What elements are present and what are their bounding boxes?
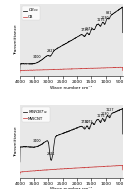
Text: 1030: 1030 (100, 112, 109, 122)
MWCNT (120, 164, 122, 167)
Line: $CB_{ox}$: $CB_{ox}$ (20, 7, 123, 70)
$CB_{ox}$ (120, 7, 122, 9)
CB (19, 72, 21, 74)
CB (119, 66, 121, 68)
$MWCNT_{ox}$ (19, 161, 21, 163)
Legend: $CB_{ox}$, CB: $CB_{ox}$, CB (22, 6, 40, 20)
$CB_{ox}$ (63, 43, 64, 46)
Text: 1730: 1730 (80, 120, 89, 129)
CB (120, 66, 122, 69)
MWCNT (63, 168, 64, 170)
MWCNT (109, 165, 110, 167)
$MWCNT_{ox}$ (122, 133, 124, 135)
X-axis label: Wave number cm⁻¹: Wave number cm⁻¹ (50, 187, 92, 189)
Line: $MWCNT_{ox}$: $MWCNT_{ox}$ (20, 108, 123, 162)
$MWCNT_{ox}$ (59, 134, 60, 136)
$MWCNT_{ox}$ (109, 116, 110, 119)
Text: 1573: 1573 (85, 26, 93, 35)
CB (122, 69, 124, 72)
Text: 881: 881 (106, 11, 112, 19)
$CB_{ox}$ (59, 46, 60, 48)
Y-axis label: Transmittance: Transmittance (14, 25, 18, 55)
$MWCNT_{ox}$ (122, 107, 123, 110)
$MWCNT_{ox}$ (120, 108, 122, 111)
CB (109, 67, 110, 69)
$CB_{ox}$ (109, 17, 110, 19)
Text: 3400: 3400 (33, 139, 41, 147)
Text: 1175: 1175 (96, 18, 105, 26)
MWCNT (59, 168, 60, 170)
Line: CB: CB (20, 67, 123, 73)
Text: 1175: 1175 (96, 114, 105, 123)
MWCNT (31, 170, 32, 172)
Text: 1573: 1573 (85, 120, 93, 129)
Text: 1030: 1030 (100, 16, 109, 24)
$CB_{ox}$ (19, 68, 21, 71)
Text: 3400: 3400 (33, 55, 41, 63)
X-axis label: Wave number cm⁻¹: Wave number cm⁻¹ (50, 85, 92, 90)
MWCNT (121, 164, 123, 167)
MWCNT (37, 169, 38, 172)
$MWCNT_{ox}$ (31, 146, 32, 148)
Text: 2921: 2921 (46, 49, 55, 56)
$CB_{ox}$ (37, 61, 38, 64)
Text: 2921: 2921 (46, 152, 55, 159)
MWCNT (19, 173, 21, 176)
Text: 1127: 1127 (105, 108, 114, 118)
CB (37, 69, 38, 71)
Legend: $MWCNT_{ox}$, MWCNT: $MWCNT_{ox}$, MWCNT (22, 107, 50, 122)
Y-axis label: Transmittance: Transmittance (14, 126, 18, 157)
MWCNT (122, 169, 124, 171)
Line: MWCNT: MWCNT (20, 165, 123, 174)
$CB_{ox}$ (31, 63, 32, 65)
$MWCNT_{ox}$ (37, 145, 38, 147)
CB (31, 69, 32, 71)
$MWCNT_{ox}$ (63, 132, 64, 134)
CB (59, 68, 60, 71)
Text: 1730: 1730 (80, 29, 89, 36)
$CB_{ox}$ (122, 6, 123, 8)
$CB_{ox}$ (122, 32, 124, 34)
CB (63, 68, 64, 70)
